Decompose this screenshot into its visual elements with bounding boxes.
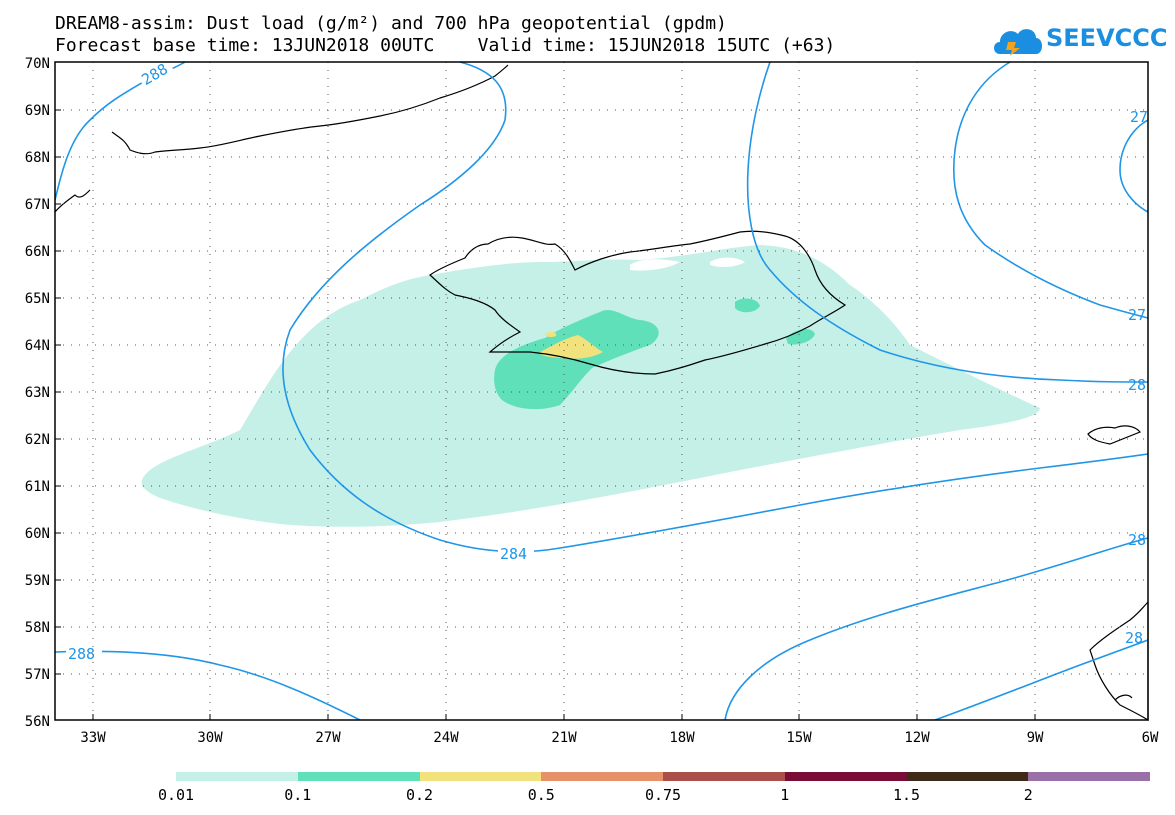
lat-label: 68N (25, 150, 50, 166)
lat-label: 57N (25, 667, 50, 683)
dust-area-0.2 (545, 331, 557, 338)
contour-label: 27 (1128, 306, 1146, 324)
cloud-icon (994, 29, 1042, 56)
lon-label: 27W (315, 730, 341, 746)
colorbar-segment (906, 772, 1029, 781)
lat-label: 59N (25, 573, 50, 589)
colorbar-label: 0.75 (644, 786, 682, 804)
contour-labels: 288 284 288 27 27 28 28 28 (66, 56, 1148, 663)
colorbar-segment (1028, 772, 1150, 781)
lon-label: 24W (433, 730, 459, 746)
dust-area-0.1 (735, 298, 760, 313)
colorbar-label: 1 (780, 786, 790, 804)
coastlines (54, 64, 1149, 722)
lat-label: 58N (25, 620, 50, 636)
lon-label: 9W (1027, 730, 1044, 746)
colorbar-segment (784, 772, 907, 781)
seevccc-logo: SEEVCCC (990, 20, 1170, 60)
lat-label: 64N (25, 338, 50, 354)
map-title-line1: DREAM8-assim: Dust load (g/m²) and 700 h… (55, 13, 727, 34)
lat-label: 70N (25, 56, 50, 72)
axis-ticks (55, 109, 1036, 720)
lat-label: 69N (25, 103, 50, 119)
dust-area-0.1 (494, 309, 659, 410)
lon-label: 18W (669, 730, 695, 746)
lon-label: 21W (551, 730, 577, 746)
lat-label: 65N (25, 291, 50, 307)
colorbar-label: 1.5 (892, 786, 921, 804)
lat-label: 56N (25, 714, 50, 730)
lon-label: 30W (197, 730, 223, 746)
contour-label: 28 (1125, 629, 1143, 647)
lat-label: 67N (25, 197, 50, 213)
lat-label: 61N (25, 479, 50, 495)
meridian-gridlines (92, 62, 1036, 720)
lon-label: 33W (80, 730, 106, 746)
contour-label: 288 (68, 645, 95, 663)
colorbar-label: 0.2 (405, 786, 434, 804)
lon-label: 6W (1142, 730, 1159, 746)
lat-label: 63N (25, 385, 50, 401)
lon-label: 12W (904, 730, 930, 746)
colorbar-segment (419, 772, 542, 781)
colorbar-label: 0.1 (284, 786, 312, 804)
geopotential-contours (54, 61, 1149, 721)
colorbar-segment (176, 772, 298, 781)
latitude-labels: 70N 69N 68N 67N 66N 65N 64N 63N 62N 61N … (25, 56, 50, 730)
lat-label: 60N (25, 526, 50, 542)
lon-label: 15W (786, 730, 812, 746)
lat-label: 66N (25, 244, 50, 260)
clear-patch (630, 259, 680, 271)
map-title-line2: Forecast base time: 13JUN2018 00UTC Vali… (55, 35, 836, 56)
dust-area-0.2 (540, 335, 603, 359)
dust-area-0.1 (786, 329, 815, 345)
clear-patch (300, 280, 360, 310)
colorbar-label: 2 (1023, 786, 1033, 804)
contour-label: 284 (500, 545, 527, 563)
colorbar-segment (663, 772, 785, 781)
contour-label: 27 (1130, 108, 1148, 126)
contour-label: 28 (1128, 376, 1146, 394)
colorbar-segment (297, 772, 420, 781)
logo-text: SEEVCCC (1046, 24, 1168, 52)
dust-area-0.01 (141, 245, 1040, 527)
contour-label: 28 (1128, 531, 1146, 549)
clear-patch (710, 257, 745, 267)
longitude-labels: 33W 30W 27W 24W 21W 18W 15W 12W 9W 6W (80, 730, 1159, 746)
map-frame (54, 61, 1149, 721)
colorbar-label: 0.5 (527, 786, 555, 804)
colorbar-segment (541, 772, 663, 781)
colorbar-label: 0.01 (157, 786, 195, 804)
lat-label: 62N (25, 432, 50, 448)
